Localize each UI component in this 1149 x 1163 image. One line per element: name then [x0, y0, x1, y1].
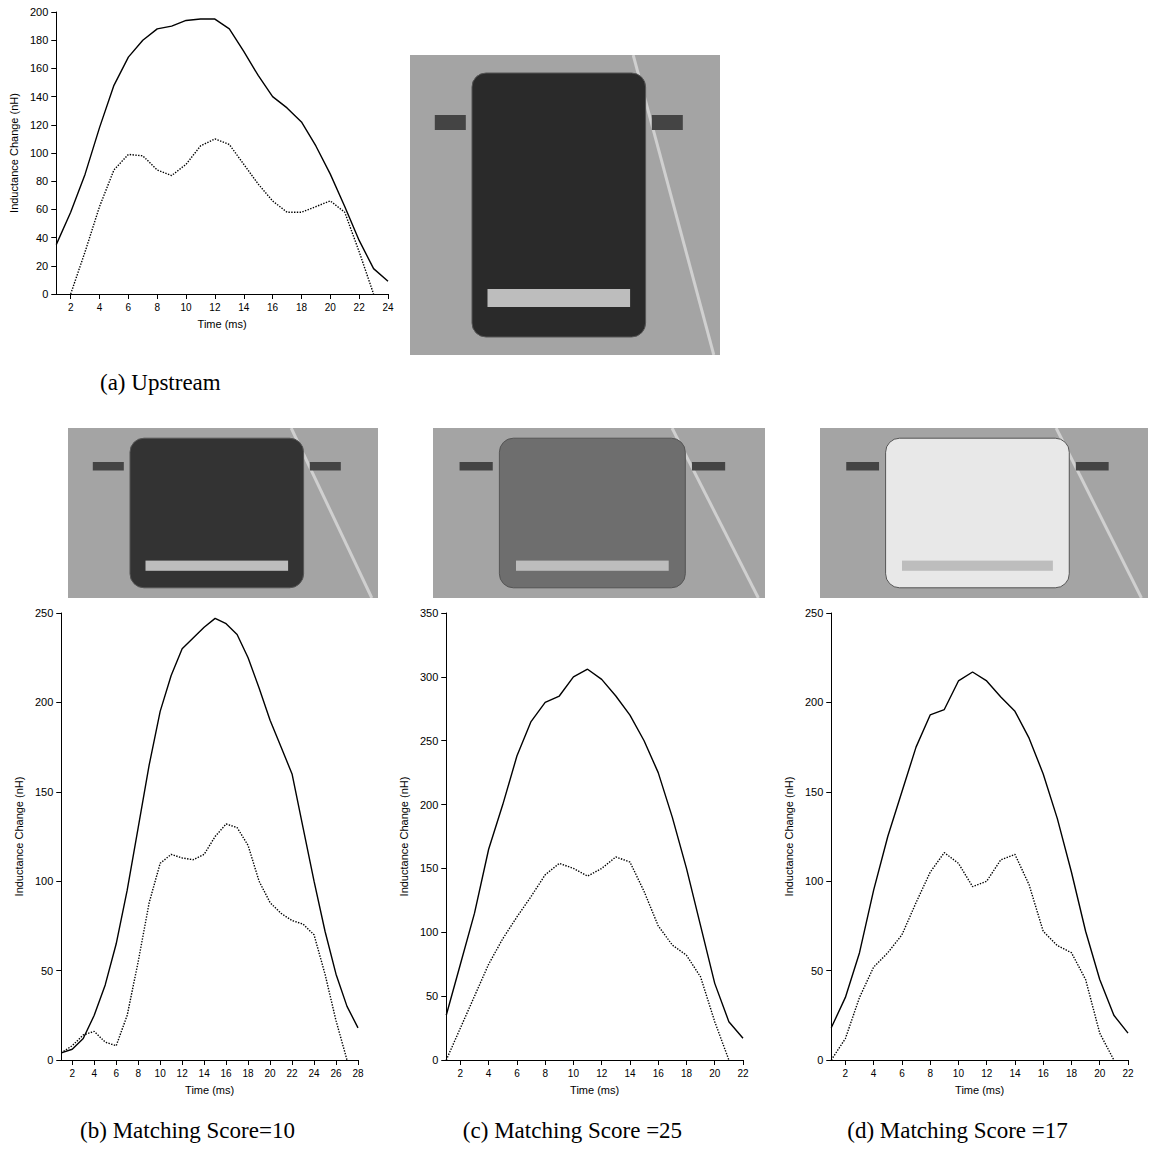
svg-text:40: 40 — [36, 232, 48, 244]
svg-text:Time (ms): Time (ms) — [955, 1084, 1004, 1096]
svg-text:250: 250 — [35, 607, 53, 619]
svg-text:22: 22 — [354, 302, 366, 313]
svg-text:12: 12 — [981, 1068, 993, 1079]
svg-text:0: 0 — [817, 1054, 823, 1066]
svg-text:4: 4 — [97, 302, 103, 313]
svg-text:2: 2 — [843, 1068, 849, 1079]
html-text:(a) Upstream: (a) Upstream — [100, 370, 221, 395]
svg-text:18: 18 — [296, 302, 308, 313]
html-text:(b) Matching Score=10: (b) Matching Score=10 — [80, 1118, 295, 1143]
svg-text:8: 8 — [135, 1068, 141, 1079]
svg-text:4: 4 — [871, 1068, 877, 1079]
svg-text:20: 20 — [36, 260, 48, 272]
svg-text:0: 0 — [47, 1054, 53, 1066]
svg-text:14: 14 — [624, 1068, 636, 1079]
html-text:(d) Matching Score =17: (d) Matching Score =17 — [847, 1118, 1068, 1143]
svg-text:2: 2 — [69, 1068, 75, 1079]
svg-text:10: 10 — [155, 1068, 167, 1079]
svg-text:60: 60 — [36, 203, 48, 215]
svg-text:4: 4 — [91, 1068, 97, 1079]
svg-text:100: 100 — [420, 926, 438, 938]
svg-text:Time (ms): Time (ms) — [198, 318, 247, 330]
svg-text:2: 2 — [458, 1068, 464, 1079]
svg-text:18: 18 — [243, 1068, 255, 1079]
svg-text:6: 6 — [514, 1068, 520, 1079]
svg-text:6: 6 — [113, 1068, 119, 1079]
svg-text:10: 10 — [568, 1068, 580, 1079]
svg-text:200: 200 — [420, 799, 438, 811]
svg-text:16: 16 — [1038, 1068, 1050, 1079]
svg-text:Time (ms): Time (ms) — [185, 1084, 234, 1096]
svg-text:18: 18 — [681, 1068, 693, 1079]
svg-text:28: 28 — [352, 1068, 364, 1079]
svg-text:12: 12 — [596, 1068, 608, 1079]
svg-text:120: 120 — [30, 119, 48, 131]
svg-text:100: 100 — [30, 147, 48, 159]
svg-text:16: 16 — [267, 302, 279, 313]
svg-text:50: 50 — [811, 965, 823, 977]
svg-text:12: 12 — [177, 1068, 189, 1079]
svg-text:50: 50 — [41, 965, 53, 977]
svg-text:150: 150 — [805, 786, 823, 798]
svg-text:14: 14 — [199, 1068, 211, 1079]
svg-text:0: 0 — [42, 288, 48, 300]
svg-text:22: 22 — [737, 1068, 749, 1079]
svg-text:150: 150 — [35, 786, 53, 798]
svg-text:180: 180 — [30, 34, 48, 46]
svg-text:20: 20 — [265, 1068, 277, 1079]
svg-text:Inductance Change (nH): Inductance Change (nH) — [398, 777, 410, 897]
svg-text:80: 80 — [36, 175, 48, 187]
svg-text:150: 150 — [420, 862, 438, 874]
svg-text:8: 8 — [154, 302, 160, 313]
svg-text:8: 8 — [927, 1068, 933, 1079]
svg-text:0: 0 — [432, 1054, 438, 1066]
svg-text:18: 18 — [1066, 1068, 1078, 1079]
svg-text:20: 20 — [709, 1068, 721, 1079]
svg-text:2: 2 — [68, 302, 74, 313]
svg-text:350: 350 — [420, 607, 438, 619]
svg-text:24: 24 — [308, 1068, 320, 1079]
svg-text:100: 100 — [805, 875, 823, 887]
svg-text:200: 200 — [805, 696, 823, 708]
svg-text:140: 140 — [30, 91, 48, 103]
svg-text:100: 100 — [35, 875, 53, 887]
svg-text:22: 22 — [286, 1068, 298, 1079]
svg-text:16: 16 — [653, 1068, 665, 1079]
svg-text:250: 250 — [805, 607, 823, 619]
svg-text:10: 10 — [181, 302, 193, 313]
svg-text:6: 6 — [899, 1068, 905, 1079]
svg-text:250: 250 — [420, 735, 438, 747]
svg-text:Inductance Change (nH): Inductance Change (nH) — [783, 777, 795, 897]
svg-text:200: 200 — [30, 6, 48, 18]
svg-text:300: 300 — [420, 671, 438, 683]
svg-text:4: 4 — [486, 1068, 492, 1079]
svg-text:Inductance Change (nH): Inductance Change (nH) — [13, 777, 25, 897]
svg-text:14: 14 — [1009, 1068, 1021, 1079]
svg-text:24: 24 — [382, 302, 394, 313]
svg-text:22: 22 — [1122, 1068, 1134, 1079]
svg-text:200: 200 — [35, 696, 53, 708]
svg-text:12: 12 — [209, 302, 221, 313]
svg-text:20: 20 — [325, 302, 337, 313]
svg-text:160: 160 — [30, 62, 48, 74]
svg-text:Time (ms): Time (ms) — [570, 1084, 619, 1096]
svg-text:20: 20 — [1094, 1068, 1106, 1079]
svg-text:50: 50 — [426, 990, 438, 1002]
svg-text:16: 16 — [221, 1068, 233, 1079]
html-text:(c) Matching Score =25: (c) Matching Score =25 — [462, 1118, 683, 1143]
svg-text:8: 8 — [542, 1068, 548, 1079]
svg-text:6: 6 — [126, 302, 132, 313]
svg-text:10: 10 — [953, 1068, 965, 1079]
svg-text:Inductance Change (nH): Inductance Change (nH) — [8, 93, 20, 213]
svg-text:14: 14 — [238, 302, 250, 313]
svg-text:26: 26 — [330, 1068, 342, 1079]
